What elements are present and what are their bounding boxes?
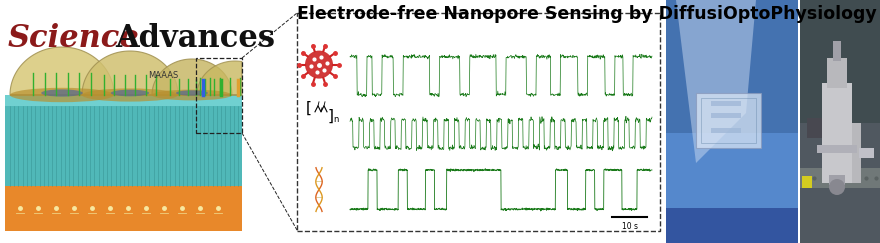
Text: Science: Science [8, 23, 140, 54]
Polygon shape [5, 95, 242, 106]
Bar [701, 98, 756, 143]
Text: MAAAS: MAAAS [148, 71, 179, 80]
Bar [859, 148, 874, 158]
Text: n: n [334, 115, 339, 124]
Bar [827, 58, 847, 88]
Bar [196, 58, 242, 133]
Bar [5, 186, 242, 231]
Bar [807, 118, 822, 138]
Bar [800, 123, 880, 243]
Bar [711, 128, 741, 133]
Bar [817, 145, 857, 153]
Circle shape [305, 51, 333, 78]
Text: Electrode-free Nanopore Sensing by DiffusiOptoPhysiology: Electrode-free Nanopore Sensing by Diffu… [297, 5, 876, 23]
Bar [666, 0, 798, 143]
Bar [711, 101, 741, 106]
Circle shape [829, 179, 845, 195]
Text: 10 s: 10 s [621, 222, 637, 231]
Text: ]: ] [328, 108, 334, 123]
Bar [800, 168, 880, 188]
Bar [800, 0, 880, 243]
Ellipse shape [10, 88, 114, 102]
Polygon shape [82, 51, 178, 95]
Bar [666, 0, 798, 243]
Polygon shape [197, 61, 242, 95]
Text: [: [ [306, 100, 312, 115]
Bar [802, 176, 812, 188]
Bar [0, 0, 242, 243]
Bar [711, 113, 741, 118]
Bar [829, 175, 845, 185]
Text: Advances: Advances [115, 23, 275, 54]
Polygon shape [676, 0, 756, 163]
Ellipse shape [176, 90, 208, 96]
Polygon shape [5, 178, 242, 186]
Bar [696, 93, 761, 148]
Ellipse shape [111, 90, 150, 96]
Polygon shape [10, 47, 114, 95]
Bar [666, 208, 798, 243]
Bar [822, 83, 852, 183]
Bar [800, 0, 880, 123]
Bar [666, 133, 798, 213]
Bar [833, 41, 841, 61]
Ellipse shape [152, 90, 232, 100]
Polygon shape [152, 59, 232, 95]
Bar [851, 123, 861, 183]
Bar [5, 106, 242, 186]
Bar [297, 13, 660, 231]
Ellipse shape [41, 89, 83, 97]
Ellipse shape [82, 88, 178, 102]
